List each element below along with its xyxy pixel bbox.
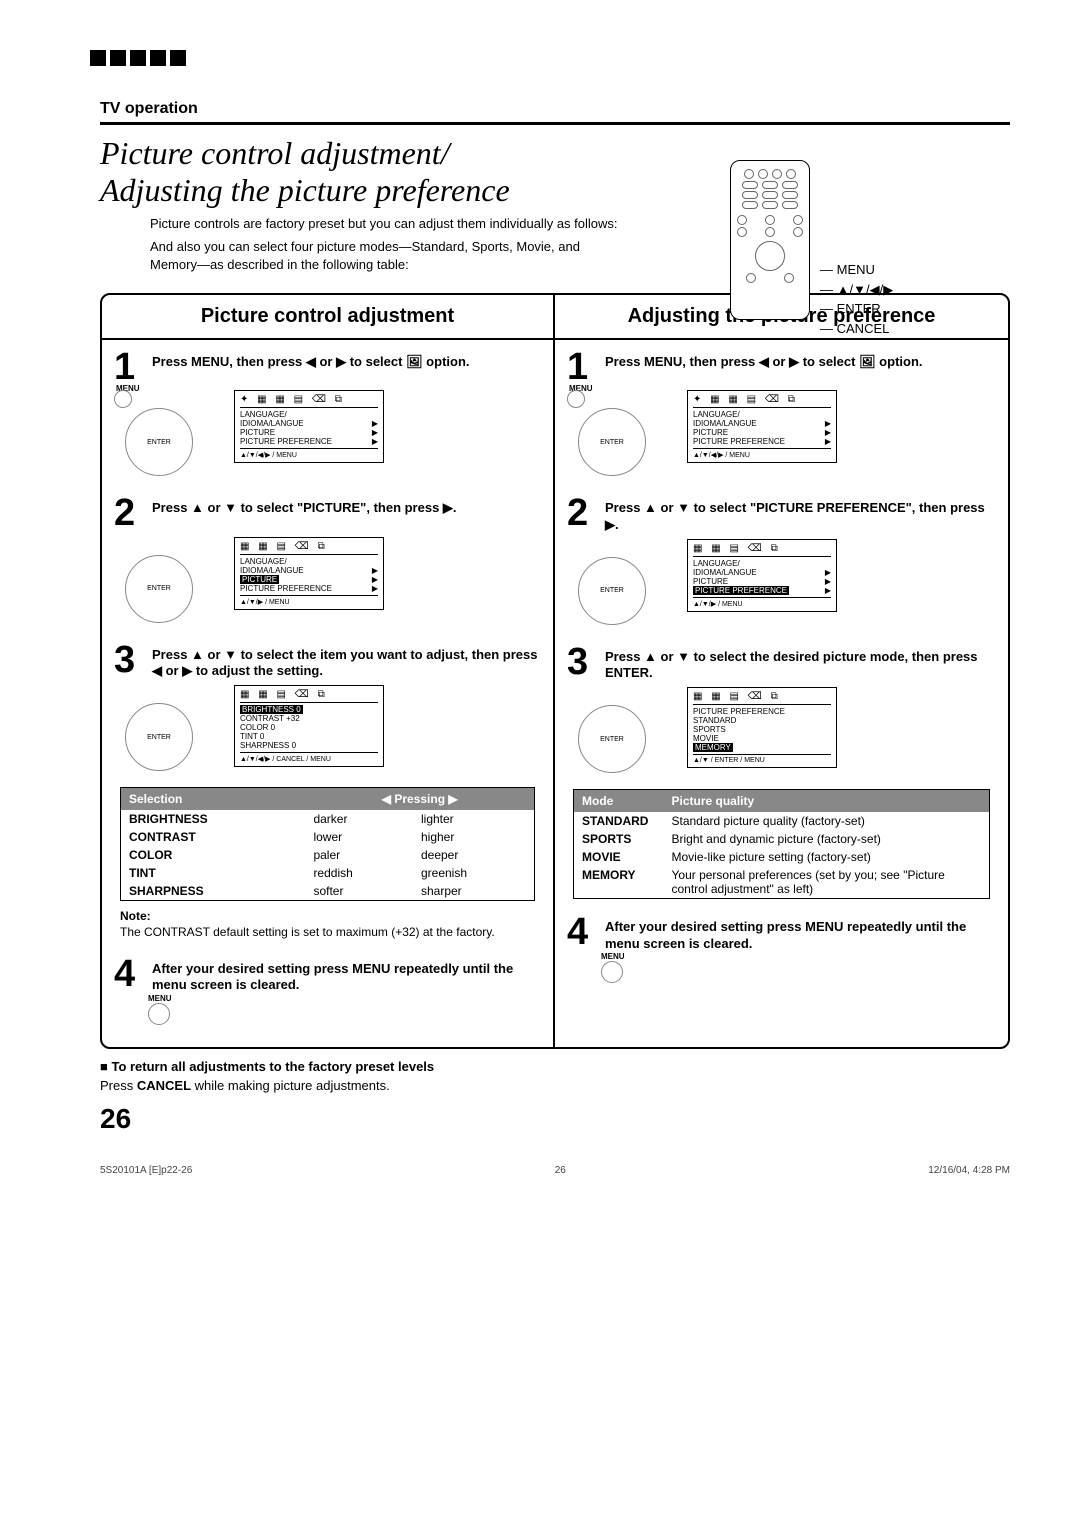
step-number-4: 4: [114, 957, 144, 991]
menu-button-icon: MENU: [148, 994, 553, 1027]
remote-label-arrows: ▲/▼/◀/▶: [820, 280, 893, 300]
step-number-3: 3: [114, 643, 144, 677]
left-step2: 2 Press ▲ or ▼ to select "PICTURE", then…: [102, 486, 553, 530]
return-heading: ■ To return all adjustments to the facto…: [100, 1059, 1010, 1074]
remote-label-menu: MENU: [820, 260, 893, 280]
footer-pg: 26: [555, 1165, 566, 1176]
right-step3-text: Press ▲ or ▼ to select the desired pictu…: [605, 645, 996, 682]
osd-screen-1: ✦ ▦ ▦ ▤ ⌫ ⧉ LANGUAGE/ IDIOMA/LANGUE▶ PIC…: [234, 390, 384, 463]
left-title: Picture control adjustment: [102, 295, 553, 340]
mode-header-2: Picture quality: [664, 790, 990, 813]
dpad-icon: MENU ENTER: [567, 390, 657, 480]
right-step4-text: After your desired setting press MENU re…: [605, 915, 996, 952]
intro-text: Picture controls are factory preset but …: [150, 215, 630, 274]
left-step4-text: After your desired setting press MENU re…: [152, 957, 541, 994]
left-step2-text: Press ▲ or ▼ to select "PICTURE", then p…: [152, 496, 457, 516]
osd-screen-2: ▦ ▦ ▤ ⌫ ⧉ LANGUAGE/ IDIOMA/LANGUE▶ PICTU…: [234, 537, 384, 610]
footer-date: 12/16/04, 4:28 PM: [928, 1165, 1010, 1176]
title-line2: Adjusting the picture preference: [100, 172, 510, 208]
osd-screen-r1: ✦ ▦ ▦ ▤ ⌫ ⧉ LANGUAGE/ IDIOMA/LANGUE▶ PIC…: [687, 390, 837, 463]
return-body: Press CANCEL while making picture adjust…: [100, 1078, 1010, 1093]
left-step3: 3 Press ▲ or ▼ to select the item you wa…: [102, 633, 553, 680]
right-step2: 2 Press ▲ or ▼ to select "PICTURE PREFER…: [555, 486, 1008, 533]
left-illus3: ENTER ▦ ▦ ▤ ⌫ ⧉ BRIGHTNESS 0 CONTRAST +3…: [102, 679, 553, 781]
left-step3-text: Press ▲ or ▼ to select the item you want…: [152, 643, 541, 680]
remote-label-cancel: CANCEL: [820, 319, 893, 339]
dpad-icon: ENTER: [567, 539, 657, 629]
two-column-box: Picture control adjustment 1 Press MENU,…: [100, 293, 1010, 1048]
intro-p1: Picture controls are factory preset but …: [150, 215, 630, 233]
right-illus1: MENU ENTER ✦ ▦ ▦ ▤ ⌫ ⧉ LANGUAGE/ IDIOMA/…: [555, 384, 1008, 486]
note-body: The CONTRAST default setting is set to m…: [120, 925, 495, 939]
right-step1-text: Press MENU, then press ◀ or ▶ to select …: [605, 350, 923, 370]
footer-meta: 5S20101A [E]p22-26 26 12/16/04, 4:28 PM: [100, 1165, 1010, 1176]
menu-button-icon: MENU: [601, 952, 1008, 985]
mode-table: Mode Picture quality STANDARDStandard pi…: [573, 789, 990, 899]
sel-header-2: ◀ Pressing ▶: [305, 788, 534, 811]
sel-header-1: Selection: [121, 788, 306, 811]
step-number-2: 2: [114, 496, 144, 530]
remote-label-enter: ENTER: [820, 299, 893, 319]
footer-file: 5S20101A [E]p22-26: [100, 1165, 192, 1176]
intro-p2: And also you can select four picture mod…: [150, 238, 630, 273]
dpad-icon: MENU ENTER: [114, 390, 204, 480]
right-step3: 3 Press ▲ or ▼ to select the desired pic…: [555, 635, 1008, 682]
right-column: Adjusting the picture preference 1 Press…: [555, 295, 1008, 1046]
note-block: Note: The CONTRAST default setting is se…: [120, 909, 535, 939]
note-title: Note:: [120, 909, 535, 923]
osd-screen-r3: ▦ ▦ ▤ ⌫ ⧉ PICTURE PREFERENCE STANDARD SP…: [687, 687, 837, 768]
left-step1: 1 Press MENU, then press ◀ or ▶ to selec…: [102, 340, 553, 384]
title-line1: Picture control adjustment/: [100, 135, 450, 171]
dpad-icon: ENTER: [114, 537, 204, 627]
left-illus2: ENTER ▦ ▦ ▤ ⌫ ⧉ LANGUAGE/ IDIOMA/LANGUE▶…: [102, 531, 553, 633]
dpad-icon: ENTER: [567, 687, 657, 777]
remote-diagram: MENU ▲/▼/◀/▶ ENTER CANCEL: [730, 160, 990, 320]
right-step2-text: Press ▲ or ▼ to select "PICTURE PREFEREN…: [605, 496, 996, 533]
right-step4: 4 After your desired setting press MENU …: [555, 905, 1008, 952]
right-step1: 1 Press MENU, then press ◀ or ▶ to selec…: [555, 340, 1008, 384]
dpad-icon: ENTER: [114, 685, 204, 775]
left-step1-text: Press MENU, then press ◀ or ▶ to select …: [152, 350, 470, 370]
section-header: TV operation: [100, 100, 1010, 125]
remote-outline: [730, 160, 810, 320]
osd-screen-r2: ▦ ▦ ▤ ⌫ ⧉ LANGUAGE/ IDIOMA/LANGUE▶ PICTU…: [687, 539, 837, 612]
left-column: Picture control adjustment 1 Press MENU,…: [102, 295, 555, 1046]
page-number: 26: [100, 1103, 1010, 1135]
left-step4: 4 After your desired setting press MENU …: [102, 947, 553, 994]
right-illus3: ENTER ▦ ▦ ▤ ⌫ ⧉ PICTURE PREFERENCE STAND…: [555, 681, 1008, 783]
step-number-1: 1: [114, 350, 144, 384]
mode-header-1: Mode: [574, 790, 664, 813]
crop-marks: [90, 50, 186, 66]
selection-table: Selection ◀ Pressing ▶ BRIGHTNESSdarkerl…: [120, 787, 535, 901]
remote-labels: MENU ▲/▼/◀/▶ ENTER CANCEL: [820, 260, 893, 338]
osd-screen-3: ▦ ▦ ▤ ⌫ ⧉ BRIGHTNESS 0 CONTRAST +32 COLO…: [234, 685, 384, 767]
manual-page: TV operation Picture control adjustment/…: [0, 0, 1080, 1236]
right-illus2: ENTER ▦ ▦ ▤ ⌫ ⧉ LANGUAGE/ IDIOMA/LANGUE▶…: [555, 533, 1008, 635]
left-illus1: MENU ENTER ✦ ▦ ▦ ▤ ⌫ ⧉ LANGUAGE/ IDIOMA/…: [102, 384, 553, 486]
